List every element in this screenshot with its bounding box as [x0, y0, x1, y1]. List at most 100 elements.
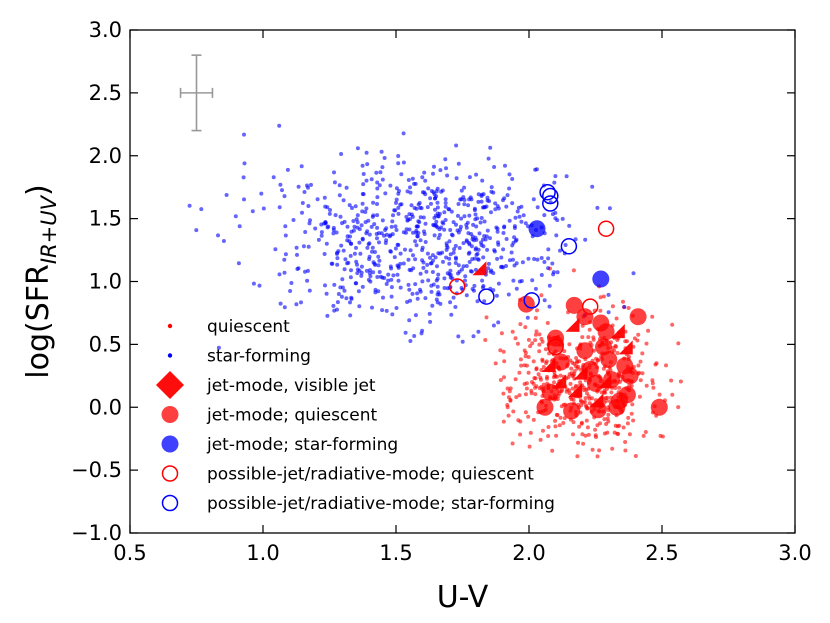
data-point [300, 210, 304, 215]
data-point [482, 299, 487, 304]
data-point [433, 255, 438, 260]
data-point [542, 213, 547, 218]
data-point [342, 288, 347, 293]
data-point [380, 218, 385, 223]
data-point [344, 185, 349, 190]
data-point [558, 373, 563, 378]
data-point [472, 283, 477, 288]
y-axis-label-close: ) [21, 184, 56, 196]
data-point [199, 207, 204, 212]
data-point [495, 226, 500, 231]
data-point [501, 247, 506, 252]
data-point [443, 157, 448, 162]
data-point [426, 278, 431, 283]
data-point [643, 430, 648, 434]
data-point [341, 248, 346, 253]
data-point [377, 240, 381, 245]
data-point [560, 238, 578, 255]
data-point [399, 202, 404, 207]
data-point [530, 278, 535, 283]
y-axis-label-main: log(SFR [21, 264, 56, 379]
data-point [423, 178, 428, 183]
data-point [610, 324, 625, 339]
data-point [461, 264, 466, 269]
legend-label: jet-mode; star-forming [206, 435, 398, 455]
data-point [421, 265, 426, 270]
data-point [463, 274, 468, 279]
data-point [429, 289, 434, 294]
data-point [460, 267, 464, 272]
data-point [435, 284, 440, 289]
data-point [622, 304, 627, 309]
data-point [644, 341, 649, 346]
data-point [278, 301, 283, 306]
data-point [544, 361, 549, 366]
data-point [545, 321, 550, 325]
data-point [431, 171, 435, 176]
data-point [541, 428, 545, 433]
data-point [425, 262, 430, 267]
data-point [373, 290, 378, 295]
data-point [528, 220, 546, 238]
data-point [504, 264, 508, 268]
data-point [492, 165, 497, 169]
data-point [498, 378, 503, 382]
data-point [574, 383, 578, 388]
data-point [488, 236, 492, 241]
legend-item: jet-mode; quiescent [161, 406, 378, 426]
data-point [640, 351, 645, 356]
data-point [394, 200, 398, 205]
legend-label: possible-jet/radiative-mode; quiescent [207, 465, 534, 485]
data-point [315, 197, 320, 202]
data-point [636, 363, 641, 368]
data-point [521, 213, 526, 218]
data-point [369, 224, 374, 229]
data-point [632, 336, 637, 341]
data-point [434, 278, 439, 283]
data-point [401, 160, 406, 165]
data-point [536, 372, 541, 377]
data-point [428, 196, 433, 201]
data-point [361, 182, 366, 187]
data-point [563, 243, 568, 247]
data-point [585, 391, 589, 396]
data-point [359, 270, 364, 275]
data-point [502, 359, 507, 364]
data-point [347, 203, 352, 208]
data-point [542, 187, 559, 205]
data-point [546, 266, 551, 271]
data-point [512, 224, 517, 229]
data-point [563, 402, 581, 420]
data-point [325, 313, 330, 318]
data-point [394, 186, 399, 191]
data-point [535, 308, 539, 313]
data-point [333, 213, 338, 218]
data-point [271, 175, 276, 180]
data-point [598, 308, 603, 313]
data-point [568, 381, 573, 386]
data-point [429, 201, 433, 206]
data-point [370, 305, 374, 310]
data-point [394, 306, 399, 310]
data-point [670, 392, 675, 397]
y-tick-label: 1.0 [89, 270, 122, 294]
data-point [450, 233, 455, 238]
data-point [461, 241, 466, 246]
data-point [546, 247, 551, 252]
data-point [501, 391, 506, 396]
data-point [459, 188, 464, 193]
data-point [360, 201, 365, 206]
data-point [414, 243, 419, 248]
data-point [537, 349, 542, 354]
data-point [416, 202, 421, 207]
data-point [379, 231, 384, 236]
data-point [221, 239, 226, 243]
data-point [396, 211, 401, 216]
data-point [565, 296, 583, 314]
data-point [409, 203, 414, 208]
data-point [391, 273, 396, 278]
data-point [414, 228, 419, 233]
data-point [357, 240, 362, 245]
data-point [576, 308, 594, 326]
